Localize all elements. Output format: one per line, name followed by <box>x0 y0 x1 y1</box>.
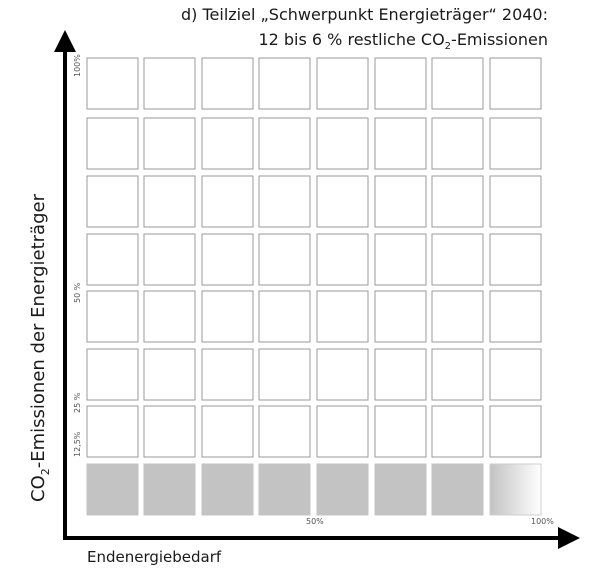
empty-cell <box>143 405 196 458</box>
empty-cell <box>489 57 542 110</box>
empty-cell <box>316 290 369 343</box>
empty-cell <box>316 348 369 401</box>
x-tick-50: 50% <box>306 517 324 526</box>
empty-cell <box>143 57 196 110</box>
empty-cell <box>374 117 427 170</box>
empty-cell <box>258 233 311 286</box>
empty-cell <box>258 290 311 343</box>
empty-cell <box>86 233 139 286</box>
filled-cell <box>374 463 427 516</box>
x-axis-arrowhead <box>558 527 580 549</box>
empty-cell <box>374 175 427 228</box>
empty-cell <box>86 290 139 343</box>
grid <box>86 57 542 516</box>
gradient-cell <box>489 463 542 516</box>
y-tick-50: 50 % <box>73 282 82 303</box>
empty-cell <box>489 348 542 401</box>
empty-cell <box>431 57 484 110</box>
empty-cell <box>431 117 484 170</box>
empty-cell <box>143 117 196 170</box>
empty-cell <box>86 57 139 110</box>
empty-cell <box>316 57 369 110</box>
empty-cell <box>201 57 254 110</box>
filled-cell <box>201 463 254 516</box>
empty-cell <box>143 348 196 401</box>
empty-cell <box>86 175 139 228</box>
empty-cell <box>374 405 427 458</box>
y-axis-arrowhead <box>54 30 76 52</box>
empty-cell <box>431 405 484 458</box>
empty-cell <box>489 233 542 286</box>
empty-cell <box>374 290 427 343</box>
empty-cell <box>489 290 542 343</box>
empty-cell <box>489 405 542 458</box>
diagram-title-line-1: d) Teilziel „Schwerpunkt Energieträger“ … <box>181 5 548 24</box>
empty-cell <box>258 57 311 110</box>
empty-cell <box>201 117 254 170</box>
empty-cell <box>258 175 311 228</box>
empty-cell <box>86 117 139 170</box>
empty-cell <box>258 405 311 458</box>
y-axis <box>54 30 76 540</box>
empty-cell <box>374 348 427 401</box>
empty-cell <box>431 348 484 401</box>
empty-cell <box>143 175 196 228</box>
empty-cell <box>316 233 369 286</box>
empty-cell <box>431 290 484 343</box>
empty-cell <box>316 175 369 228</box>
filled-cell <box>86 463 139 516</box>
y-tick-100: 100% <box>73 54 82 77</box>
empty-cell <box>489 117 542 170</box>
y-axis-label: CO2-Emissionen der Energieträger <box>28 194 52 502</box>
empty-cell <box>316 117 369 170</box>
y-tick-12-5: 12,5% <box>73 431 82 457</box>
empty-cell <box>431 233 484 286</box>
empty-cell <box>374 57 427 110</box>
diagram-title-line-2: 12 bis 6 % restliche CO2-Emissionen <box>258 30 548 53</box>
filled-cell <box>431 463 484 516</box>
empty-cell <box>489 175 542 228</box>
empty-cell <box>201 175 254 228</box>
x-axis-label: Endenergiebedarf <box>87 548 222 566</box>
filled-cell <box>258 463 311 516</box>
empty-cell <box>143 290 196 343</box>
filled-cell <box>316 463 369 516</box>
empty-cell <box>86 405 139 458</box>
x-tick-100: 100% <box>531 517 554 526</box>
empty-cell <box>316 405 369 458</box>
empty-cell <box>201 348 254 401</box>
empty-cell <box>86 348 139 401</box>
empty-cell <box>201 405 254 458</box>
empty-cell <box>258 348 311 401</box>
empty-cell <box>201 233 254 286</box>
empty-cell <box>374 233 427 286</box>
y-tick-25: 25 % <box>73 392 82 413</box>
filled-cell <box>143 463 196 516</box>
empty-cell <box>431 175 484 228</box>
x-axis <box>63 527 580 549</box>
empty-cell <box>143 233 196 286</box>
empty-cell <box>201 290 254 343</box>
empty-cell <box>258 117 311 170</box>
